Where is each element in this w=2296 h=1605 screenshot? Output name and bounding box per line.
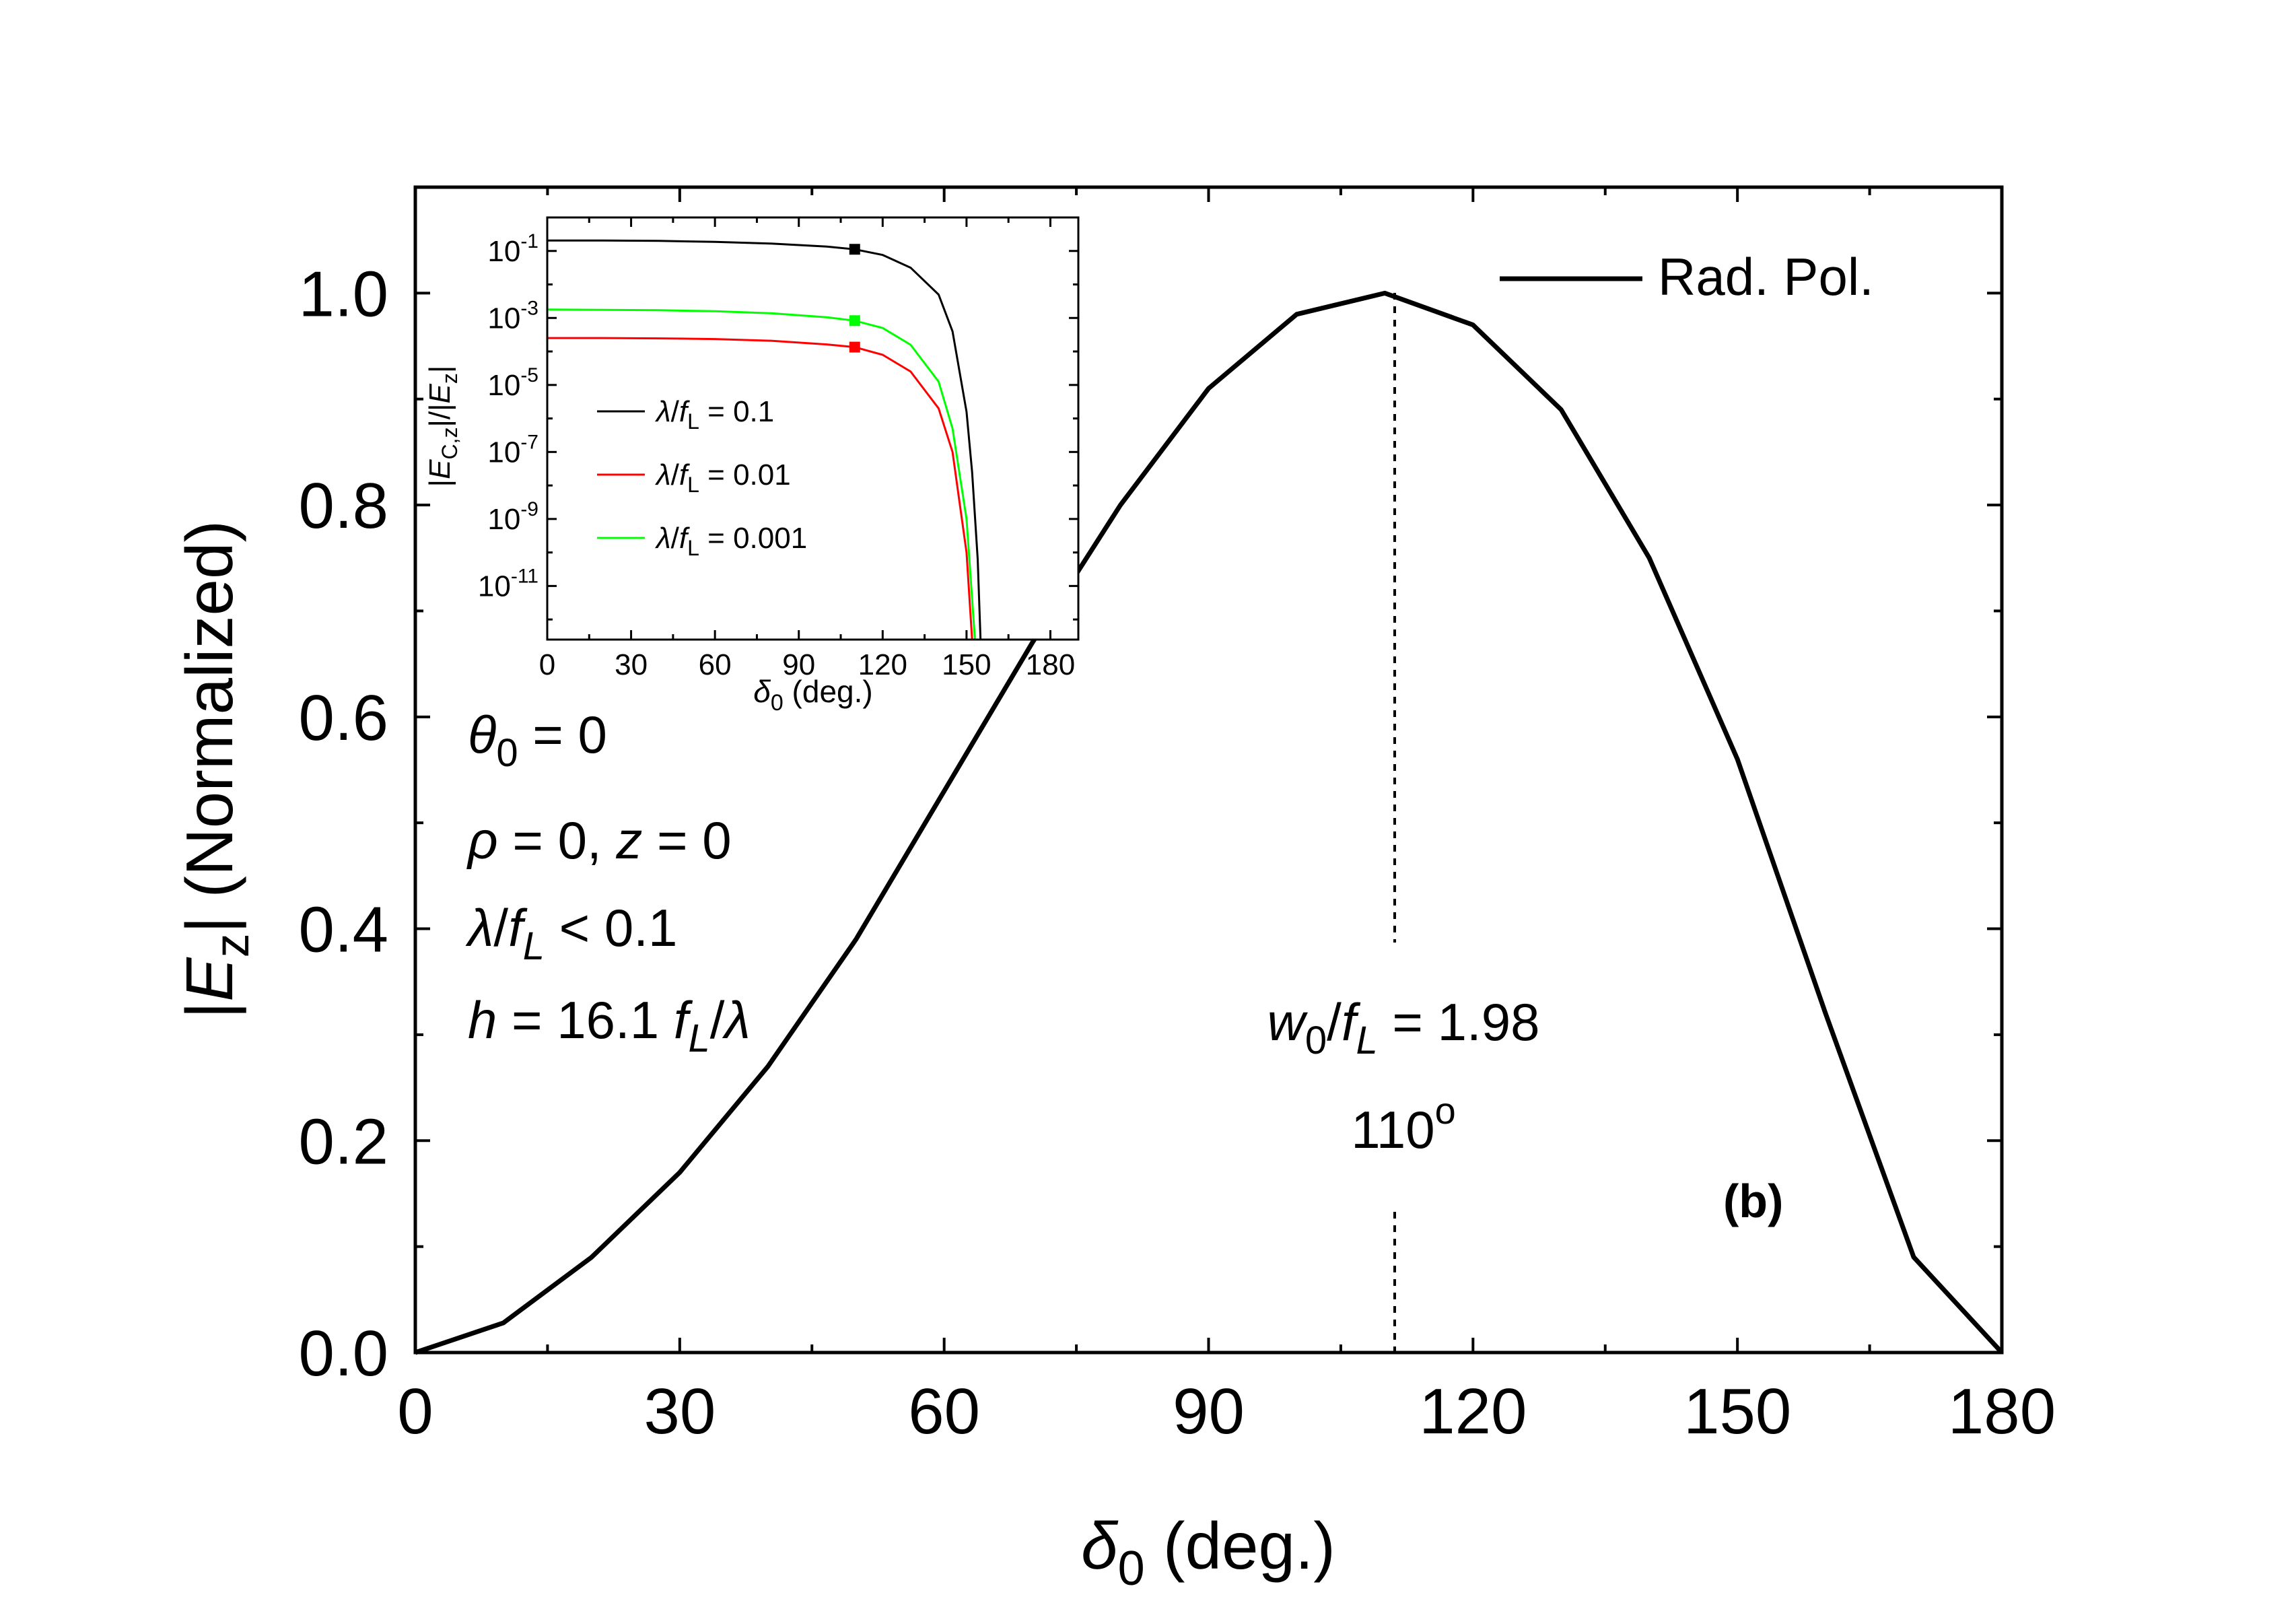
param-lambda-fl: λ/fL < 0.1	[465, 898, 677, 968]
main-y-tick-label: 0.2	[299, 1105, 388, 1177]
inset-x-tick-label: 150	[942, 648, 991, 681]
inset-series-line-0	[547, 239, 982, 640]
parameter-annotations: θ0 = 0 ρ = 0, z = 0 λ/fL < 0.1 h = 16.1 …	[465, 705, 751, 1060]
main-x-tick-label: 30	[643, 1375, 716, 1447]
main-x-tick-label: 150	[1683, 1375, 1791, 1447]
peak-annotation: w0/fL = 1.98 110o	[1267, 992, 1540, 1159]
main-x-tick-label: 0	[397, 1375, 433, 1447]
inset-y-axis-label: |EC,z|/|Ez|	[423, 366, 462, 487]
inset-legend-label-2: λ/fL = 0.001	[655, 522, 807, 560]
main-x-tick-label: 90	[1173, 1375, 1245, 1447]
inset-y-tick-label: 10-7	[487, 431, 538, 469]
inset-series-group	[547, 239, 982, 640]
inset-x-tick-label: 90	[782, 648, 815, 681]
inset-x-tick-label: 60	[699, 648, 732, 681]
main-y-tick-label: 0.6	[299, 682, 388, 754]
param-theta0: θ0 = 0	[468, 705, 607, 775]
x-axis-label: δ0 (deg.)	[1081, 1509, 1335, 1596]
inset-series-marker-0	[849, 244, 860, 255]
inset-series-marker-2	[849, 315, 860, 327]
panel-label: (b)	[1723, 1175, 1783, 1227]
inset-series-marker-1	[849, 341, 860, 353]
main-y-ticks: 0.0 0.2 0.4 0.6 0.8 1.0	[299, 186, 2002, 1390]
main-x-tick-label: 60	[908, 1375, 980, 1447]
inset-legend-label-0: λ/fL = 0.1	[655, 395, 774, 434]
legend-label-rad-pol: Rad. Pol.	[1658, 247, 1874, 306]
main-x-tick-label: 120	[1419, 1375, 1527, 1447]
inset-x-tick-label: 30	[615, 648, 648, 681]
peak-ratio-label: w0/fL = 1.98	[1267, 992, 1540, 1062]
param-rho-z: ρ = 0, z = 0	[466, 811, 732, 870]
inset-legend-label-1: λ/fL = 0.01	[655, 458, 791, 497]
main-y-tick-label: 0.4	[299, 894, 388, 966]
legend: Rad. Pol.	[1500, 247, 1874, 306]
main-y-tick-label: 0.0	[299, 1318, 388, 1390]
inset-x-tick-label: 0	[539, 648, 555, 681]
inset-y-ticks: 10-1 10-3 10-5 10-7 10-9 10-11	[478, 216, 1078, 621]
main-y-tick-label: 0.8	[299, 470, 388, 542]
main-y-tick-label: 1.0	[299, 258, 388, 330]
inset-y-tick-label: 10-11	[478, 565, 538, 603]
inset-x-ticks: 0 30 60 90 120 150 180	[539, 217, 1075, 681]
inset-y-tick-label: 10-9	[487, 498, 538, 536]
inset-x-axis-label: δ0 (deg.)	[753, 674, 872, 716]
series-line-rad-pol	[414, 290, 2004, 1355]
param-h: h = 16.1 fL/λ	[468, 990, 751, 1060]
inset-y-tick-label: 10-3	[487, 297, 538, 335]
inset-plot-frame	[546, 216, 1080, 641]
inset-x-tick-label: 180	[1026, 648, 1075, 681]
inset-background	[547, 217, 1078, 640]
main-x-tick-label: 180	[1948, 1375, 2056, 1447]
inset-y-tick-label: 10-5	[487, 364, 538, 402]
inset-y-tick-label: 10-1	[487, 230, 538, 268]
inset-x-tick-label: 120	[858, 648, 907, 681]
inset-chart: 0 30 60 90 120 150 180 10-110-310-510-710-910-…	[423, 216, 1080, 716]
main-x-ticks: 0 30 60 90 120 150 180	[397, 187, 2056, 1447]
y-axis-label: |Ez| (Normalized)	[172, 520, 259, 1019]
peak-angle-label: 110o	[1351, 1089, 1456, 1159]
